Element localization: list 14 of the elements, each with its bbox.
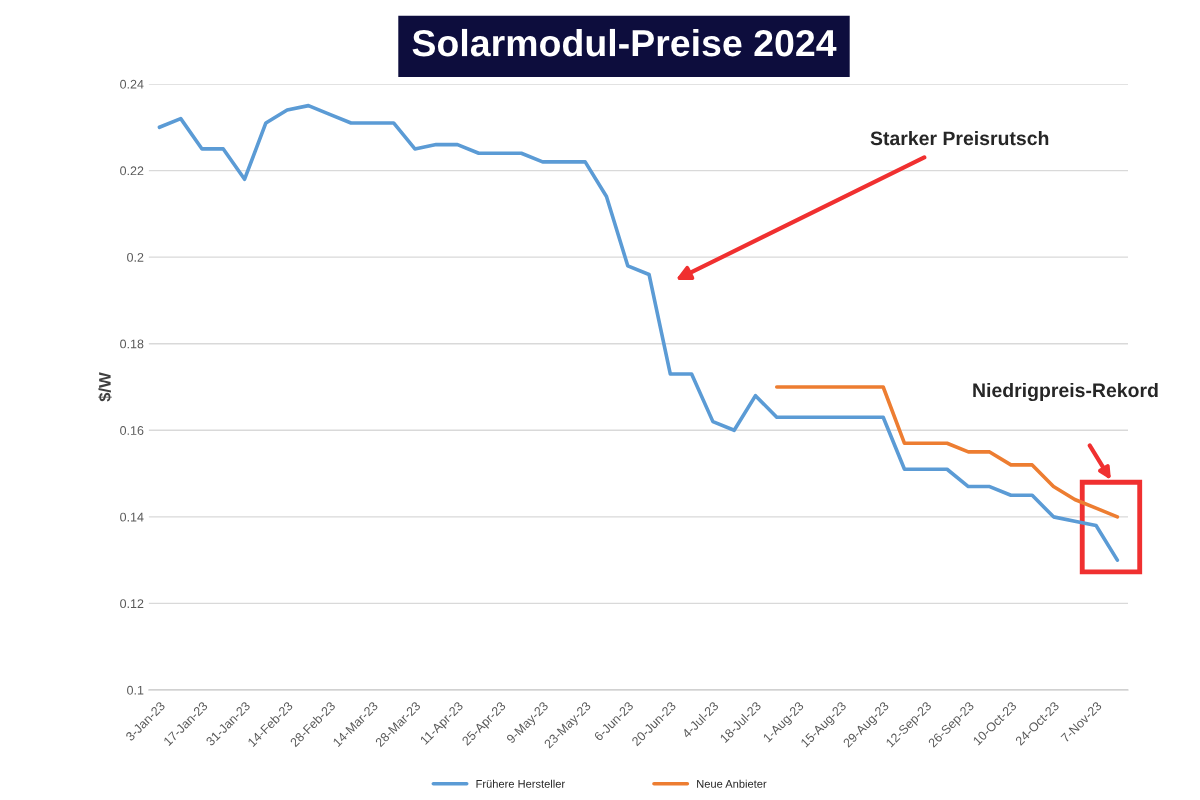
chart-title: Solarmodul-Preise 2024 bbox=[412, 28, 837, 57]
y-tick-label: 0.24 bbox=[120, 79, 144, 89]
y-tick-label: 0.12 bbox=[120, 599, 144, 609]
y-tick-label: 0.2 bbox=[127, 252, 144, 262]
legend-label: Neue Anbieter bbox=[697, 779, 767, 788]
y-tick-label: 0.16 bbox=[120, 426, 144, 435]
y-tick-label: 0.1 bbox=[127, 685, 144, 695]
legend-label: Frühere Hersteller bbox=[476, 779, 565, 788]
annotation: Niedrigpreis-Rekord bbox=[973, 382, 1158, 402]
y-axis-title: $/W bbox=[98, 372, 112, 402]
y-tick-label: 0.22 bbox=[120, 166, 144, 176]
y-tick-label: 0.18 bbox=[120, 339, 144, 349]
annotation: Starker Preisrutsch bbox=[870, 130, 1049, 146]
y-tick-label: 0.14 bbox=[120, 512, 144, 522]
